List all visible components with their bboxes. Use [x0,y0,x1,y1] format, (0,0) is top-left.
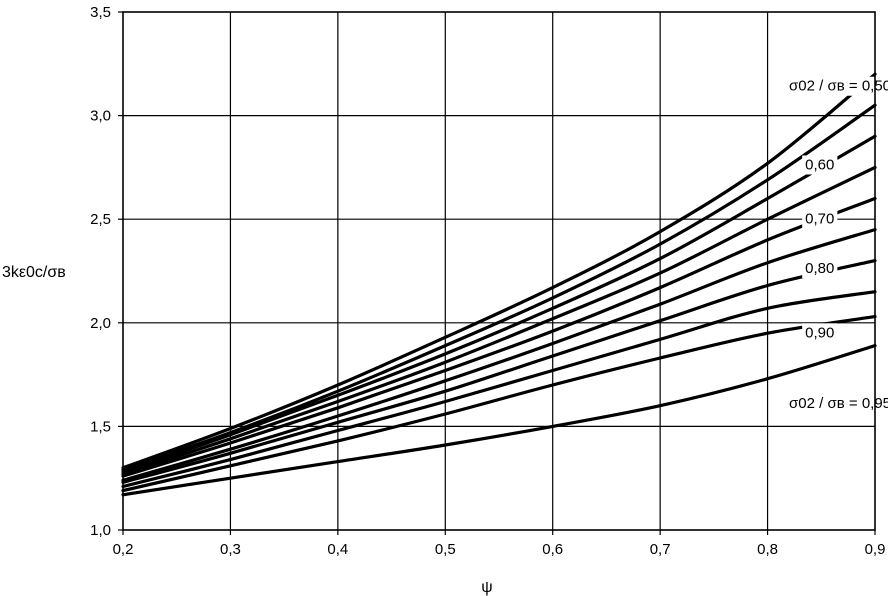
curve-annotation-text: 0,90 [805,324,834,341]
x-tick-label: 0,6 [542,541,563,558]
series-line-2 [121,103,877,472]
series-line-6 [121,228,877,482]
x-tick-label: 0,4 [327,541,348,558]
curve-annotation-5: 0,90 [802,323,838,343]
curve-annotation-3: 0,70 [802,209,838,229]
series-line-4 [121,165,877,476]
x-tick-label: 0,3 [220,541,241,558]
curve-annotation-text: σ02 / σв = 0,50 [789,78,888,95]
x-tick-label: 0,8 [757,541,778,558]
series-line-3 [121,134,877,474]
y-axis-label: 3kε0c/σв [2,264,66,281]
annotation-background [786,76,888,96]
series-line-8 [121,290,877,489]
annotation-background [802,209,838,229]
curve-annotation-1: σ02 / σв = 0,50 [786,76,888,96]
plot-frame [122,11,876,531]
series-line-9 [121,315,877,493]
x-tick-label: 0,7 [650,541,671,558]
curve-annotation-text: 0,60 [805,156,834,173]
annotation-background [802,155,838,175]
x-tick-label: 0,5 [435,541,456,558]
series-line-7 [121,259,877,484]
curve-annotation-4: 0,80 [802,259,838,279]
curve-annotation-text: σ02 / σв = 0,95 [789,395,888,412]
x-tick-label: 0,9 [865,541,886,558]
y-tick-label: 3,5 [90,4,111,21]
y-tick-label: 1,5 [90,418,111,435]
y-tick-label: 2,5 [90,211,111,228]
series-line-5 [121,196,877,478]
y-tick-label: 2,0 [90,315,111,332]
annotations-layer: σ02 / σв = 0,50 0,60 0,70 0,80 0,90 σ02 / σв … [786,76,888,413]
series-line-10 [121,344,877,497]
y-tick-label: 1,0 [90,522,111,539]
curve-annotation-2: 0,60 [802,155,838,175]
curves-layer [121,72,877,497]
curve-annotation-text: 0,70 [805,210,834,227]
x-axis-label: ψ [481,579,492,596]
series-line-1 [121,72,877,470]
curve-annotation-6: σ02 / σв = 0,95 [786,393,888,413]
curve-annotation-text: 0,80 [805,260,834,277]
y-tick-label: 3,0 [90,108,111,125]
annotation-background [802,259,838,279]
annotation-background [786,393,888,413]
annotation-background [802,323,838,343]
tick-labels-layer: 0,2 0,3 0,4 0,5 0,6 0,7 0,8 0,9 1,0 1,5 2,0 2,5 3,0 3… [90,4,885,558]
x-tick-label: 0,2 [113,541,134,558]
